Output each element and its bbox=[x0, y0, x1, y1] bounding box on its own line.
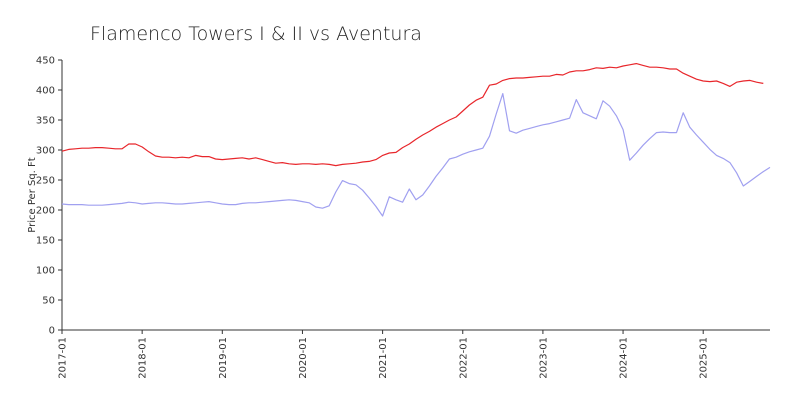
y-tick-label: 150 bbox=[36, 236, 55, 247]
x-tick-label: 2019-01 bbox=[218, 337, 229, 379]
y-tick-label: 350 bbox=[36, 116, 55, 127]
y-tick-label: 100 bbox=[36, 266, 55, 277]
y-tick-label: 400 bbox=[36, 86, 55, 97]
x-tick-label: 2017-01 bbox=[58, 337, 69, 379]
x-tick-label: 2021-01 bbox=[378, 337, 389, 379]
x-tick-label: 2018-01 bbox=[138, 337, 149, 379]
y-tick-label: 300 bbox=[36, 146, 55, 157]
x-tick-label: 2024-01 bbox=[619, 337, 630, 379]
y-tick-label: 450 bbox=[36, 56, 55, 67]
x-tick-label: 2023-01 bbox=[538, 337, 549, 379]
x-tick-label: 2025-01 bbox=[699, 337, 710, 379]
y-tick-label: 200 bbox=[36, 206, 55, 217]
y-tick-label: 50 bbox=[42, 296, 55, 307]
x-tick-label: 2022-01 bbox=[458, 337, 469, 379]
y-axis-ticks: 0 50 100 150 200 250 300 350 400 450 bbox=[36, 56, 62, 337]
chart-title: Flamenco Towers I & II vs Aventura bbox=[90, 23, 422, 45]
x-axis-ticks: 2017-01 2018-01 2019-01 2020-01 2021-01 2022-… bbox=[58, 330, 710, 379]
series-line-2 bbox=[61, 92, 771, 217]
series-line-1 bbox=[61, 62, 764, 167]
y-axis-label: Price Per Sq. Ft bbox=[27, 157, 38, 232]
y-tick-label: 250 bbox=[36, 176, 55, 187]
x-tick-label: 2020-01 bbox=[298, 337, 309, 379]
series-lines bbox=[61, 62, 771, 217]
y-tick-label: 0 bbox=[49, 326, 55, 337]
